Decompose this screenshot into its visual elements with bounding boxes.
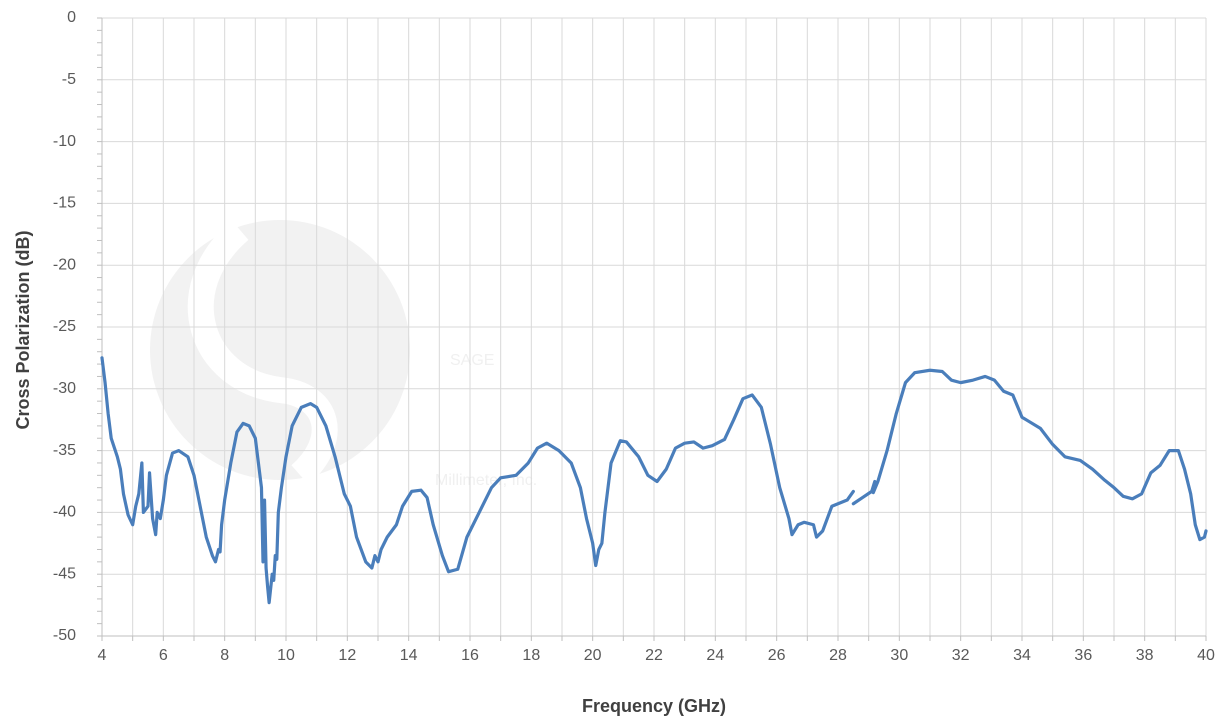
y-tick-label: -20	[53, 256, 76, 273]
watermark-title: SAGE	[450, 352, 494, 369]
x-tick-label: 32	[952, 647, 970, 664]
y-tick-label: -25	[53, 318, 76, 335]
x-tick-label: 24	[706, 647, 724, 664]
x-tick-label: 28	[829, 647, 847, 664]
data-line	[100, 356, 1208, 605]
x-tick-label: 14	[400, 647, 418, 664]
x-tick-label: 34	[1013, 647, 1031, 664]
x-tick-label: 12	[338, 647, 356, 664]
x-tick-label: 16	[461, 647, 479, 664]
x-tick-label: 10	[277, 647, 295, 664]
y-tick-label: -50	[53, 627, 76, 644]
y-tick-label: -40	[53, 504, 76, 521]
y-tick-label: 0	[67, 9, 76, 26]
watermark-logo-swoosh	[187, 220, 338, 485]
y-tick-label: -15	[53, 195, 76, 212]
x-axis-title: Frequency (GHz)	[582, 696, 726, 716]
x-tick-label: 26	[768, 647, 786, 664]
x-tick-label: 22	[645, 647, 663, 664]
x-tick-label: 18	[522, 647, 540, 664]
x-tick-label: 40	[1197, 647, 1215, 664]
x-tick-label: 20	[584, 647, 602, 664]
x-tick-label: 30	[890, 647, 908, 664]
x-tick-label: 6	[159, 647, 168, 664]
watermark: SAGE Millimeter, Inc.	[150, 220, 537, 489]
y-tick-label: -35	[53, 442, 76, 459]
y-tick-label: -30	[53, 380, 76, 397]
x-tick-label: 36	[1074, 647, 1092, 664]
x-tick-label: 38	[1136, 647, 1154, 664]
y-axis-title: Cross Polarization (dB)	[13, 230, 33, 429]
x-tick-label: 8	[220, 647, 229, 664]
x-tick-label: 4	[98, 647, 107, 664]
y-tick-label: -10	[53, 133, 76, 150]
y-tick-label: -45	[53, 565, 76, 582]
watermark-subtitle: Millimeter, Inc.	[435, 472, 537, 489]
watermark-logo	[150, 220, 410, 480]
y-tick-label: -5	[62, 71, 76, 88]
